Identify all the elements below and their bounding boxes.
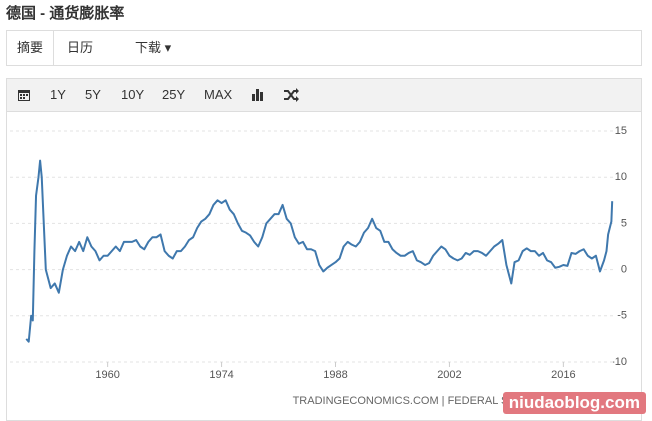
calendar-icon[interactable] bbox=[17, 88, 31, 102]
range-button[interactable]: 5Y bbox=[85, 87, 101, 102]
tab[interactable]: 日历 bbox=[67, 40, 94, 55]
y-tick-label: 15 bbox=[615, 125, 627, 137]
y-tick-label: -10 bbox=[611, 356, 627, 368]
shuffle-icon[interactable] bbox=[283, 88, 299, 102]
range-button[interactable]: 1Y bbox=[50, 87, 66, 102]
tab[interactable]: 摘要 bbox=[7, 31, 54, 65]
range-button[interactable]: 25Y bbox=[162, 87, 186, 102]
y-tick-label: 5 bbox=[621, 217, 627, 229]
data-line bbox=[25, 159, 614, 343]
tab-label: 下载 bbox=[135, 40, 162, 55]
y-tick-label: -5 bbox=[617, 310, 627, 322]
x-tick-label: 1960 bbox=[95, 369, 119, 381]
range-button[interactable]: MAX bbox=[204, 87, 233, 102]
watermark: niudaoblog.com bbox=[502, 392, 646, 414]
x-tick-label: 1988 bbox=[323, 369, 347, 381]
x-tick-label: 2002 bbox=[437, 369, 461, 381]
tab-bar: 摘要 日历 下载 ▾ bbox=[6, 30, 642, 66]
y-tick-label: 10 bbox=[615, 171, 627, 183]
tab[interactable]: 下载 ▾ bbox=[135, 40, 172, 55]
bar-chart-icon[interactable] bbox=[251, 88, 265, 102]
page-title: 德国 - 通货膨胀率 bbox=[6, 5, 125, 22]
range-button[interactable]: 10Y bbox=[121, 87, 145, 102]
y-tick-label: 0 bbox=[621, 264, 627, 276]
x-tick-label: 2016 bbox=[551, 369, 575, 381]
toolbar: 1Y 5Y 10Y 25Y MAX bbox=[6, 78, 642, 112]
x-tick-label: 1974 bbox=[209, 369, 233, 381]
